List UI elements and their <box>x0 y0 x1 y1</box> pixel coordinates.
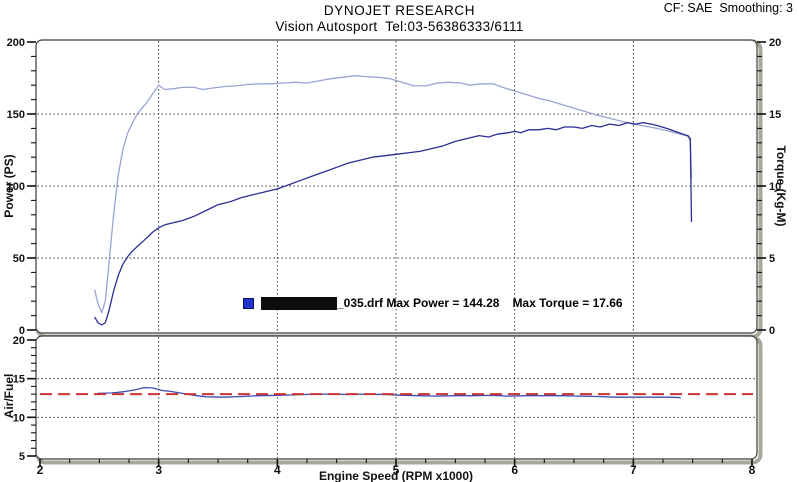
tick-label: 0 <box>19 325 25 337</box>
tick-label: 100 <box>7 181 25 193</box>
power-axis-title: Power (PS) <box>2 154 16 218</box>
main-chart-frame <box>35 39 763 339</box>
tick-label: 5 <box>393 463 400 477</box>
legend-run-marker-icon <box>243 297 254 309</box>
tick-label: 4 <box>274 463 281 477</box>
main-chart-grid <box>37 41 756 332</box>
tick-label: 3 <box>155 463 162 477</box>
tick-label: 15 <box>13 374 25 386</box>
run-legend: _035.drf Max Power = 144.28 Max Torque =… <box>243 296 623 310</box>
tick-label: 7 <box>630 463 637 477</box>
tick-label: 10 <box>13 412 25 424</box>
torque-axis-title: Torque (Kg-M) <box>774 145 788 227</box>
tick-label: 5 <box>19 451 25 463</box>
tick-label: 6 <box>511 463 518 477</box>
tick-label: 10 <box>769 181 781 193</box>
tick-label: 200 <box>7 37 25 49</box>
axis-ticks: 0 50 100 150 200 0 5 10 15 20 5 10 15 20 2 3 4 5 6 7 8 <box>7 37 782 477</box>
tick-label: 150 <box>7 109 25 121</box>
tick-label: 0 <box>769 325 775 337</box>
power-curve <box>94 121 693 326</box>
torque-curve <box>93 75 693 314</box>
air-fuel-chart-frame <box>35 335 763 465</box>
tick-label: 2 <box>37 463 44 477</box>
legend-max-torque-text: Max Torque = 17.66 <box>512 296 623 310</box>
tick-label: 8 <box>749 463 756 477</box>
tick-label: 20 <box>13 335 25 347</box>
tick-label: 50 <box>13 253 25 265</box>
page-title: DYNOJET RESEARCH <box>323 3 476 18</box>
tick-label: 15 <box>769 109 781 121</box>
tick-label: 5 <box>769 253 775 265</box>
cf-smoothing-label: CF: SAE Smoothing: 3 <box>663 1 793 15</box>
shop-contact-subtitle: Vision Autosport Tel:03-56386333/6111 <box>275 19 524 34</box>
curves <box>40 75 753 399</box>
air-fuel-axis-title: Air/Fuel <box>2 373 16 419</box>
redacted-file-name <box>261 296 337 310</box>
engine-speed-axis-title: Engine Speed (RPM x1000) <box>318 469 474 482</box>
legend-max-power-text: _035.drf Max Power = 144.28 <box>337 296 500 310</box>
tick-label: 20 <box>769 37 781 49</box>
